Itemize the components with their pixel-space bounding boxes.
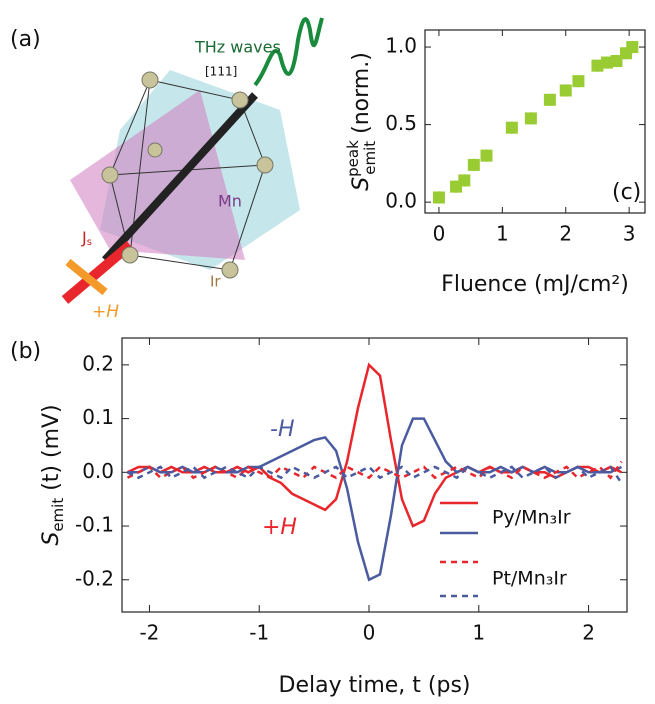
x-tick-label: 3 <box>623 222 636 246</box>
y-tick-label: 0.5 <box>385 111 417 135</box>
x-tick-label: 1 <box>496 222 509 246</box>
plot-frame <box>121 337 628 613</box>
axis-arrow <box>102 92 258 263</box>
y-label-rest: (norm.) <box>349 52 374 141</box>
x-tick-label: -1 <box>249 621 269 645</box>
x-tick-label: -2 <box>139 621 159 645</box>
data-point <box>467 158 480 171</box>
y-label-main: S <box>39 532 64 546</box>
x-tick-label: 1 <box>472 621 485 645</box>
data-point <box>559 84 572 97</box>
illustration: (a) THz waves [111] Js Mn Ir +H <box>10 17 324 322</box>
y-label-sub: emit <box>361 141 379 175</box>
y-label-sup: peak <box>344 140 362 177</box>
current-arrow <box>61 241 134 304</box>
mn-label: Mn <box>218 192 242 211</box>
thz-wave <box>253 17 324 87</box>
x-tick-label: 2 <box>559 222 572 246</box>
direction-label: [111] <box>205 65 237 79</box>
plot-frame <box>424 29 646 214</box>
y-tick-label: -0.2 <box>75 566 114 590</box>
x-axis-label: Delay time, t (ps) <box>279 673 471 698</box>
data-point <box>432 191 445 204</box>
annotation: -H <box>270 417 294 442</box>
data-point <box>543 93 556 106</box>
field-arrow <box>65 258 108 296</box>
data-line <box>126 465 623 484</box>
panel-label: (a) <box>10 27 41 52</box>
x-tick-label: 2 <box>582 621 595 645</box>
legend-label: Pt/Mn₃Ir <box>492 568 567 590</box>
data-line <box>126 362 623 528</box>
y-label-rest: (t) (mV) <box>39 404 64 497</box>
data-point <box>458 174 471 187</box>
data-point <box>572 75 585 88</box>
y-label-main: S <box>349 177 374 191</box>
ir-label: Ir <box>210 273 221 291</box>
js-sub: s <box>87 237 92 248</box>
atoms <box>101 71 274 279</box>
data-line <box>126 460 623 480</box>
data-point <box>591 59 604 72</box>
x-tick-label: 0 <box>433 222 446 246</box>
data-point <box>480 149 493 162</box>
x-tick-label: 0 <box>363 621 376 645</box>
data-point <box>626 41 639 54</box>
y-tick-label: 0.0 <box>385 189 417 213</box>
data-point <box>505 121 518 134</box>
annotation: +H <box>262 515 297 540</box>
y-axis-label: Semit (t) (mV) <box>39 404 67 545</box>
field-label: +H <box>92 302 119 322</box>
js-label: Js <box>81 228 92 249</box>
data-point <box>610 55 623 68</box>
y-axis-label: Speakemit (norm.) <box>344 52 379 191</box>
panel-label: (c) <box>612 180 641 205</box>
plane <box>70 90 245 260</box>
y-tick-label: 0.2 <box>82 351 114 375</box>
x-axis-label: Fluence (mJ/cm²) <box>441 272 629 297</box>
data-point <box>600 56 613 69</box>
y-tick-label: 0.1 <box>82 405 114 429</box>
y-tick-label: -0.1 <box>75 513 114 537</box>
y-tick-label: 0.0 <box>82 459 114 483</box>
js-main: J <box>81 228 87 247</box>
y-tick-label: 1.0 <box>385 34 417 58</box>
data-line <box>127 417 623 582</box>
data-point <box>524 112 537 125</box>
panel-label: (b) <box>10 339 41 364</box>
thz-label: THz waves <box>194 38 281 57</box>
y-label-sub: emit <box>49 498 67 532</box>
legend-label: Py/Mn₃Ir <box>492 507 571 529</box>
